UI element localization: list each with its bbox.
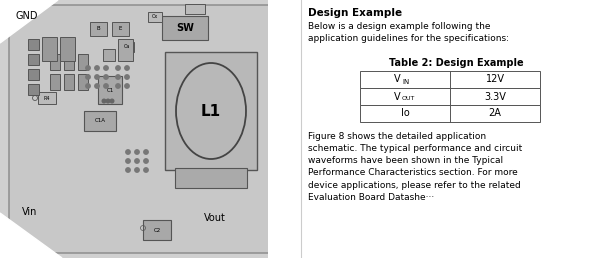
Circle shape xyxy=(126,150,130,154)
Text: V: V xyxy=(394,75,401,85)
Bar xyxy=(50,74,60,90)
Text: Io: Io xyxy=(400,109,410,118)
Text: 2A: 2A xyxy=(489,109,502,118)
Circle shape xyxy=(125,84,129,88)
Bar xyxy=(28,84,39,95)
Text: C1: C1 xyxy=(106,87,114,93)
Bar xyxy=(360,105,540,122)
Circle shape xyxy=(116,84,120,88)
Text: E: E xyxy=(119,27,122,31)
Circle shape xyxy=(86,66,90,70)
Bar xyxy=(162,16,208,40)
Circle shape xyxy=(102,99,106,103)
Text: IN: IN xyxy=(402,78,410,85)
Text: Design Example: Design Example xyxy=(308,8,402,18)
Circle shape xyxy=(116,66,120,70)
Circle shape xyxy=(135,159,139,163)
Bar xyxy=(78,74,88,90)
Circle shape xyxy=(95,75,99,79)
Bar xyxy=(98,76,122,104)
Circle shape xyxy=(135,168,139,172)
Bar xyxy=(103,49,115,61)
Text: Vout: Vout xyxy=(204,213,226,223)
Circle shape xyxy=(104,84,108,88)
Bar xyxy=(185,4,205,14)
Text: C1A: C1A xyxy=(95,118,106,124)
Bar xyxy=(38,92,56,104)
Circle shape xyxy=(144,159,148,163)
Bar xyxy=(28,39,39,50)
Circle shape xyxy=(104,66,108,70)
Bar xyxy=(90,22,107,36)
Text: C2: C2 xyxy=(154,228,161,232)
Circle shape xyxy=(144,168,148,172)
Bar xyxy=(50,54,60,70)
Text: L1: L1 xyxy=(201,103,221,118)
Bar xyxy=(64,54,74,70)
Text: GND: GND xyxy=(16,11,39,21)
Circle shape xyxy=(86,75,90,79)
Bar xyxy=(360,88,540,105)
Text: Cx: Cx xyxy=(152,14,158,20)
Bar xyxy=(120,42,134,52)
Bar xyxy=(42,37,57,61)
Bar xyxy=(148,12,162,22)
Circle shape xyxy=(116,75,120,79)
Bar xyxy=(28,54,39,65)
Bar xyxy=(64,74,74,90)
Circle shape xyxy=(125,66,129,70)
Circle shape xyxy=(126,159,130,163)
Text: Table 2: Design Example: Table 2: Design Example xyxy=(389,58,523,68)
Bar xyxy=(84,111,116,131)
Circle shape xyxy=(86,84,90,88)
Circle shape xyxy=(144,150,148,154)
Bar xyxy=(60,37,75,61)
Text: V: V xyxy=(394,92,401,101)
Bar xyxy=(175,168,247,188)
Circle shape xyxy=(126,168,130,172)
FancyBboxPatch shape xyxy=(9,5,287,253)
Circle shape xyxy=(95,66,99,70)
Text: SW: SW xyxy=(176,23,194,33)
Circle shape xyxy=(106,99,110,103)
Bar xyxy=(360,71,540,88)
Text: Ca: Ca xyxy=(124,44,130,50)
Circle shape xyxy=(104,75,108,79)
Bar xyxy=(143,220,171,240)
Bar xyxy=(118,39,133,61)
Text: 3.3V: 3.3V xyxy=(484,92,506,101)
Text: Below is a design example following the
application guidelines for the specifica: Below is a design example following the … xyxy=(308,22,509,43)
Circle shape xyxy=(95,84,99,88)
Circle shape xyxy=(125,75,129,79)
Text: B: B xyxy=(96,27,100,31)
Bar xyxy=(112,22,129,36)
Text: Vin: Vin xyxy=(22,207,37,217)
Text: 12V: 12V xyxy=(486,75,505,85)
Bar xyxy=(28,69,39,80)
Text: Figure 8 shows the detailed application
schematic. The typical performance and c: Figure 8 shows the detailed application … xyxy=(308,132,523,202)
Bar xyxy=(0,0,300,258)
Polygon shape xyxy=(0,213,62,258)
Circle shape xyxy=(135,150,139,154)
Circle shape xyxy=(110,99,114,103)
Text: OUT: OUT xyxy=(402,96,416,101)
Text: R4: R4 xyxy=(44,95,50,101)
Bar xyxy=(165,52,257,170)
Polygon shape xyxy=(0,0,58,43)
Bar xyxy=(78,54,88,70)
Bar xyxy=(268,0,300,258)
